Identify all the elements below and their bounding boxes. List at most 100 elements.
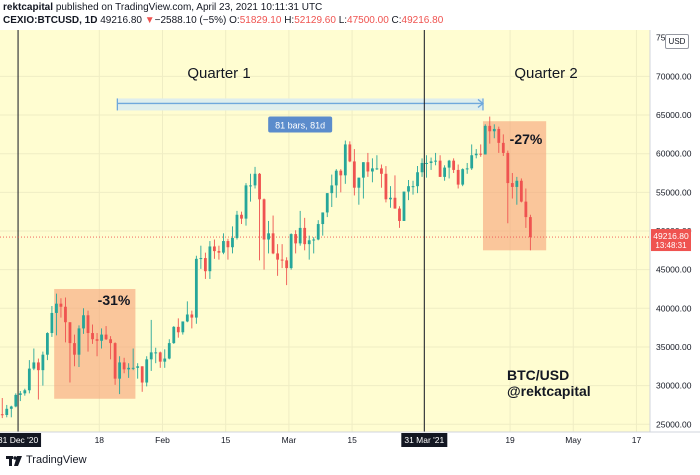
publish-line: rektcapital published on TradingView.com…: [3, 2, 322, 13]
candle: [339, 169, 343, 193]
candle: [316, 220, 320, 241]
candle-body: [416, 172, 419, 187]
candle-body: [384, 173, 388, 200]
signature-pair: BTC/USD: [507, 367, 569, 383]
candle: [249, 173, 252, 202]
candle-body: [307, 240, 311, 245]
candle-body: [95, 339, 99, 341]
candle-body: [0, 414, 4, 416]
candle-body: [176, 326, 180, 333]
candle: [271, 215, 275, 255]
candle: [95, 333, 99, 357]
tradingview-logo-icon[interactable]: [6, 455, 22, 467]
candle: [321, 212, 325, 236]
candles-layer: [0, 116, 532, 419]
currency-button[interactable]: USD: [665, 34, 689, 49]
candle-body: [5, 408, 9, 415]
time-axis[interactable]: [0, 432, 650, 449]
candle: [429, 157, 433, 170]
price-tick-label: 35000.00: [656, 342, 692, 352]
candle: [86, 310, 90, 352]
candle-body: [334, 170, 338, 186]
candle-body: [104, 334, 108, 340]
candle: [343, 140, 347, 184]
candle: [213, 239, 216, 259]
candle: [185, 301, 189, 323]
candle: [416, 166, 419, 194]
price-tick-label: 30000.00: [656, 381, 692, 391]
candle: [492, 124, 496, 139]
candle: [361, 162, 365, 199]
candle-body: [519, 180, 523, 202]
candle: [5, 404, 9, 418]
candle-body: [64, 306, 67, 323]
candle-body: [158, 352, 162, 362]
candle-body: [294, 234, 298, 244]
candle: [307, 235, 311, 260]
price-tick-label: 60000.00: [656, 149, 692, 159]
candle: [113, 342, 117, 385]
candle: [488, 116, 492, 144]
candle-body: [45, 333, 49, 355]
candle: [136, 363, 140, 379]
candle-body: [36, 362, 40, 371]
candle: [68, 322, 72, 383]
candle-body: [136, 366, 140, 368]
price-tick-label: 25000.00: [656, 419, 692, 429]
candle: [23, 388, 27, 396]
symbol-name[interactable]: CEXIO:BTCUSD, 1D: [3, 15, 98, 26]
author-name[interactable]: rektcapital: [3, 2, 54, 13]
candle-body: [298, 227, 302, 244]
candle-body: [185, 314, 189, 322]
candle: [154, 347, 158, 364]
candle: [348, 141, 352, 163]
candle: [140, 366, 144, 392]
candle: [325, 193, 329, 218]
candle-body: [258, 173, 261, 200]
quarter-divider-layer: [17, 30, 425, 432]
candle-body: [91, 333, 94, 340]
candle-body: [244, 185, 248, 219]
candle: [258, 173, 261, 261]
high-label: H:: [284, 15, 295, 26]
candle-body: [163, 358, 167, 362]
candle-body: [370, 168, 374, 172]
candle: [294, 230, 298, 254]
candle: [77, 325, 81, 368]
candle-body: [181, 321, 185, 333]
candle: [425, 155, 428, 178]
candle-body: [452, 160, 456, 170]
date-tick-label: 18: [95, 435, 105, 445]
candle-body: [55, 303, 58, 313]
candle-body: [73, 343, 76, 355]
candle-body: [501, 142, 505, 153]
candle: [334, 169, 338, 198]
drawdown-box: [482, 121, 547, 251]
candle: [380, 164, 383, 188]
date-tag: [0, 433, 42, 447]
drawdown-2-label: -27%: [510, 131, 543, 147]
candle-body: [321, 212, 325, 225]
tradingview-brand[interactable]: TradingView: [26, 454, 87, 466]
candle-body: [425, 162, 428, 164]
candle: [497, 126, 501, 153]
date-tag-label: 31 Mar '21: [404, 435, 444, 445]
candle-body: [434, 160, 437, 162]
candle-body: [109, 339, 112, 344]
candle: [36, 358, 40, 400]
candle: [461, 168, 465, 187]
candle-body: [9, 406, 13, 409]
date-tick-label: 17: [632, 435, 642, 445]
candle: [280, 244, 284, 269]
candle-body: [339, 170, 343, 176]
candle: [109, 336, 112, 360]
candle: [199, 245, 203, 269]
candle-body: [357, 177, 361, 188]
candle-body: [303, 227, 307, 245]
candle-body: [343, 144, 347, 176]
candle-body: [276, 253, 280, 260]
candle-body: [289, 234, 293, 269]
candle: [443, 165, 447, 181]
